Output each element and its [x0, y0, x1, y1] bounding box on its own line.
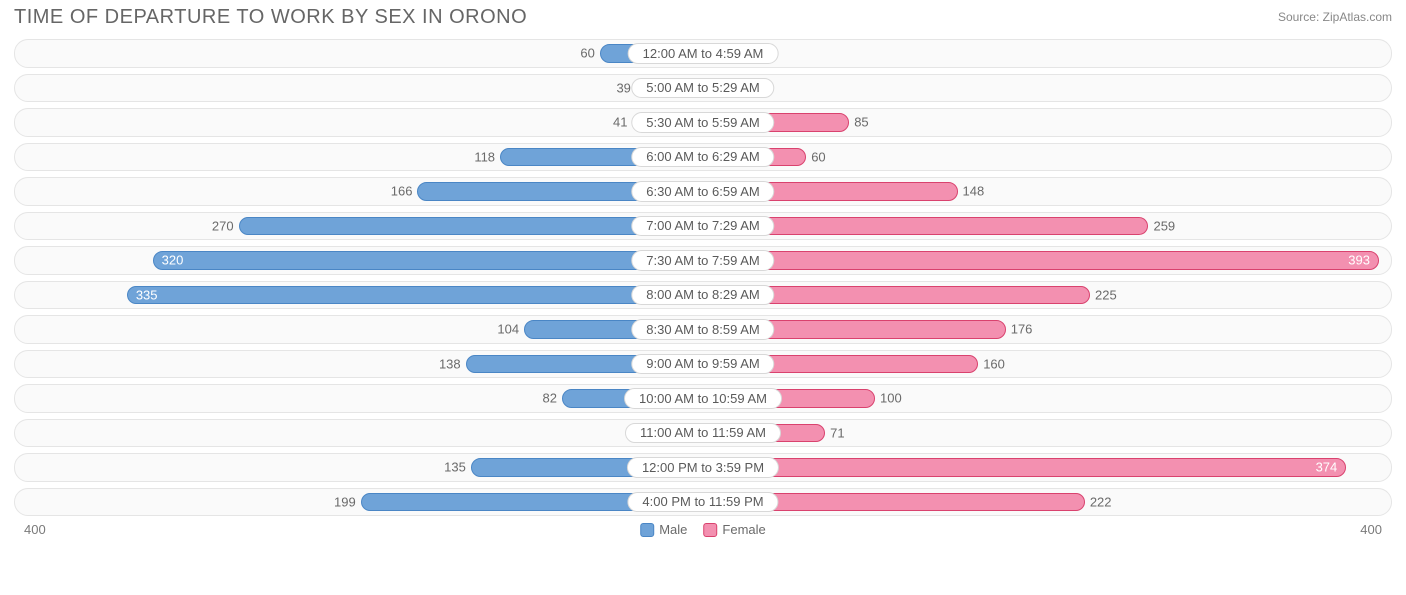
male-value: 320: [162, 253, 184, 268]
category-pill: 6:00 AM to 6:29 AM: [631, 147, 774, 168]
male-value: 199: [334, 494, 356, 509]
chart-row: 602412:00 AM to 4:59 AM: [14, 39, 1392, 68]
female-value: 60: [811, 149, 825, 164]
chart-row: 270 259 7:00 AM to 7:29 AM: [14, 212, 1392, 241]
axis-max-right: 400: [1360, 522, 1382, 537]
legend-male: Male: [640, 522, 687, 537]
category-pill: 6:30 AM to 6:59 AM: [631, 181, 774, 202]
category-pill: 12:00 AM to 4:59 AM: [628, 43, 779, 64]
female-value: 148: [963, 184, 985, 199]
female-value: 100: [880, 391, 902, 406]
male-value: 335: [136, 287, 158, 302]
chart-row: 41 85 5:30 AM to 5:59 AM: [14, 108, 1392, 137]
female-value: 225: [1095, 287, 1117, 302]
female-value: 85: [854, 115, 868, 130]
swatch-male-icon: [640, 523, 654, 537]
chart-row: 3995:00 AM to 5:29 AM: [14, 74, 1392, 103]
male-value: 104: [497, 322, 519, 337]
category-pill: 8:30 AM to 8:59 AM: [631, 319, 774, 340]
category-pill: 5:00 AM to 5:29 AM: [631, 78, 774, 99]
category-pill: 4:00 PM to 11:59 PM: [627, 492, 778, 513]
category-pill: 5:30 AM to 5:59 AM: [631, 112, 774, 133]
chart-row: 166 148 6:30 AM to 6:59 AM: [14, 177, 1392, 206]
female-bar: 393: [703, 251, 1379, 270]
female-value: 71: [830, 425, 844, 440]
axis-max-left: 400: [24, 522, 46, 537]
male-value: 166: [391, 184, 413, 199]
female-bar: 374: [703, 458, 1346, 477]
category-pill: 9:00 AM to 9:59 AM: [631, 354, 774, 375]
chart-title: TIME OF DEPARTURE TO WORK BY SEX IN ORON…: [14, 6, 527, 29]
category-pill: 7:30 AM to 7:59 AM: [631, 250, 774, 271]
chart-row: 320 393 7:30 AM to 7:59 AM: [14, 246, 1392, 275]
chart-row: 138 160 9:00 AM to 9:59 AM: [14, 350, 1392, 379]
chart-row: 104 176 8:30 AM to 8:59 AM: [14, 315, 1392, 344]
male-value: 118: [474, 149, 495, 164]
chart-row: 135 374 12:00 PM to 3:59 PM: [14, 453, 1392, 482]
chart-row: 199 222 4:00 PM to 11:59 PM: [14, 488, 1392, 517]
category-pill: 12:00 PM to 3:59 PM: [627, 457, 779, 478]
chart-footer: 400 Male Female 400: [0, 522, 1406, 544]
chart-row: 127111:00 AM to 11:59 AM: [14, 419, 1392, 448]
female-value: 259: [1153, 218, 1175, 233]
female-value: 160: [983, 356, 1005, 371]
swatch-female-icon: [703, 523, 717, 537]
female-value: 374: [1316, 460, 1338, 475]
male-value: 39: [616, 80, 630, 95]
category-pill: 10:00 AM to 10:59 AM: [624, 388, 782, 409]
male-value: 270: [212, 218, 234, 233]
legend-female-label: Female: [722, 522, 765, 537]
legend: Male Female: [640, 522, 766, 537]
category-pill: 8:00 AM to 8:29 AM: [631, 285, 774, 306]
male-value: 138: [439, 356, 461, 371]
female-value: 222: [1090, 494, 1112, 509]
legend-female: Female: [703, 522, 765, 537]
male-value: 60: [580, 46, 594, 61]
legend-male-label: Male: [659, 522, 687, 537]
female-value: 176: [1011, 322, 1033, 337]
category-pill: 11:00 AM to 11:59 AM: [625, 423, 781, 444]
category-pill: 7:00 AM to 7:29 AM: [631, 216, 774, 237]
chart-row: 335 225 8:00 AM to 8:29 AM: [14, 281, 1392, 310]
male-value: 135: [444, 460, 466, 475]
chart-header: TIME OF DEPARTURE TO WORK BY SEX IN ORON…: [0, 0, 1406, 39]
female-value: 393: [1348, 253, 1370, 268]
chart-area: 602412:00 AM to 4:59 AM 3995:00 AM to 5:2…: [0, 39, 1406, 516]
chart-row: 82 100 10:00 AM to 10:59 AM: [14, 384, 1392, 413]
male-value: 41: [613, 115, 627, 130]
chart-row: 118 60 6:00 AM to 6:29 AM: [14, 143, 1392, 172]
chart-source: Source: ZipAtlas.com: [1278, 6, 1392, 24]
male-bar: 335: [127, 286, 703, 305]
male-bar: 320: [153, 251, 703, 270]
male-value: 82: [543, 391, 557, 406]
